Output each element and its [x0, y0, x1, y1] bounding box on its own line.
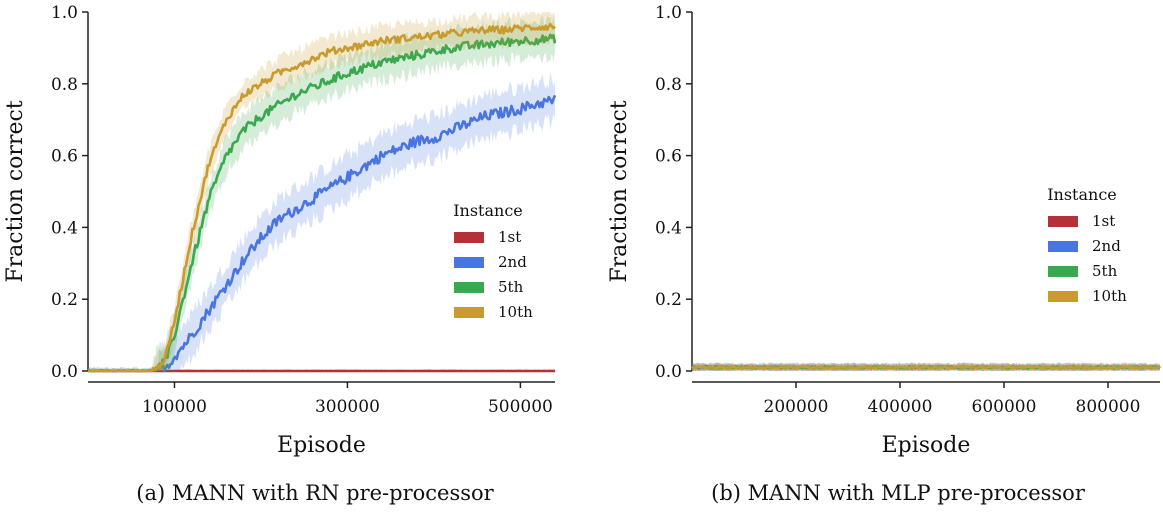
- x-tick-label: 500000: [488, 397, 553, 417]
- y-tick-label: 1.0: [51, 3, 78, 23]
- legend-label: 5th: [498, 278, 524, 296]
- y-tick-label: 0.2: [51, 290, 78, 310]
- legend-title: Instance: [1047, 185, 1117, 204]
- y-tick-label: 0.6: [51, 147, 78, 167]
- legend-label: 5th: [1092, 262, 1118, 280]
- x-tick-label: 400000: [868, 397, 933, 417]
- y-tick-label: 0.4: [655, 218, 682, 238]
- y-tick-label: 0.0: [655, 362, 682, 382]
- chart-panel-b: 0.0 0.2 0.4 0.6 0.8 1.0 200000 400000 600000 8000…: [607, 3, 1161, 505]
- legend-title: Instance: [453, 201, 523, 220]
- legend-label: 1st: [498, 228, 521, 246]
- figure-caption: (b) MANN with MLP pre-processor: [711, 481, 1086, 505]
- series-line: [87, 94, 557, 373]
- legend-swatch: [454, 282, 484, 293]
- legend-swatch: [1048, 216, 1078, 227]
- legend-swatch: [1048, 266, 1078, 277]
- legend-label: 2nd: [1092, 237, 1121, 255]
- figure-caption: (a) MANN with RN pre-processor: [136, 481, 494, 505]
- legend-label: 10th: [498, 303, 533, 321]
- y-axis-label: Fraction correct: [3, 100, 28, 282]
- y-tick-label: 1.0: [655, 3, 682, 23]
- legend-label: 10th: [1092, 287, 1127, 305]
- y-tick-label: 0.4: [51, 218, 78, 238]
- series-line: [87, 22, 556, 373]
- legend-swatch: [454, 257, 484, 268]
- x-axis-label: Episode: [882, 433, 971, 458]
- legend-swatch: [454, 307, 484, 318]
- series-2nd: [87, 71, 557, 373]
- y-tick-label: 0.2: [655, 290, 682, 310]
- x-tick-label: 100000: [142, 397, 207, 417]
- legend: Instance 1st 2nd 5th 10th: [1047, 185, 1127, 305]
- y-tick-label: 0.0: [51, 362, 78, 382]
- y-tick-label: 0.6: [655, 147, 682, 167]
- series-line: [691, 365, 1161, 370]
- series-band: [88, 12, 555, 371]
- legend-label: 1st: [1092, 212, 1115, 230]
- x-tick-label: 200000: [764, 397, 829, 417]
- legend-swatch: [454, 232, 484, 243]
- series-10th: [87, 12, 556, 373]
- legend-label: 2nd: [498, 253, 527, 271]
- x-tick-label: 600000: [972, 397, 1037, 417]
- y-tick-label: 0.8: [655, 75, 682, 95]
- x-tick-label: 300000: [315, 397, 380, 417]
- series-10th: [691, 362, 1161, 371]
- legend-swatch: [1048, 241, 1078, 252]
- chart-panel-a: 0.0 0.2 0.4 0.6 0.8 1.0 100000 300000 500000 Epis…: [3, 3, 557, 505]
- y-axis-label: Fraction correct: [607, 100, 632, 282]
- y-tick-label: 0.8: [51, 75, 78, 95]
- x-axis-label: Episode: [277, 433, 366, 458]
- series-band: [88, 71, 555, 371]
- series-band: [88, 14, 555, 371]
- legend-swatch: [1048, 291, 1078, 302]
- legend: Instance 1st 2nd 5th 10th: [453, 201, 533, 321]
- x-tick-label: 800000: [1076, 397, 1141, 417]
